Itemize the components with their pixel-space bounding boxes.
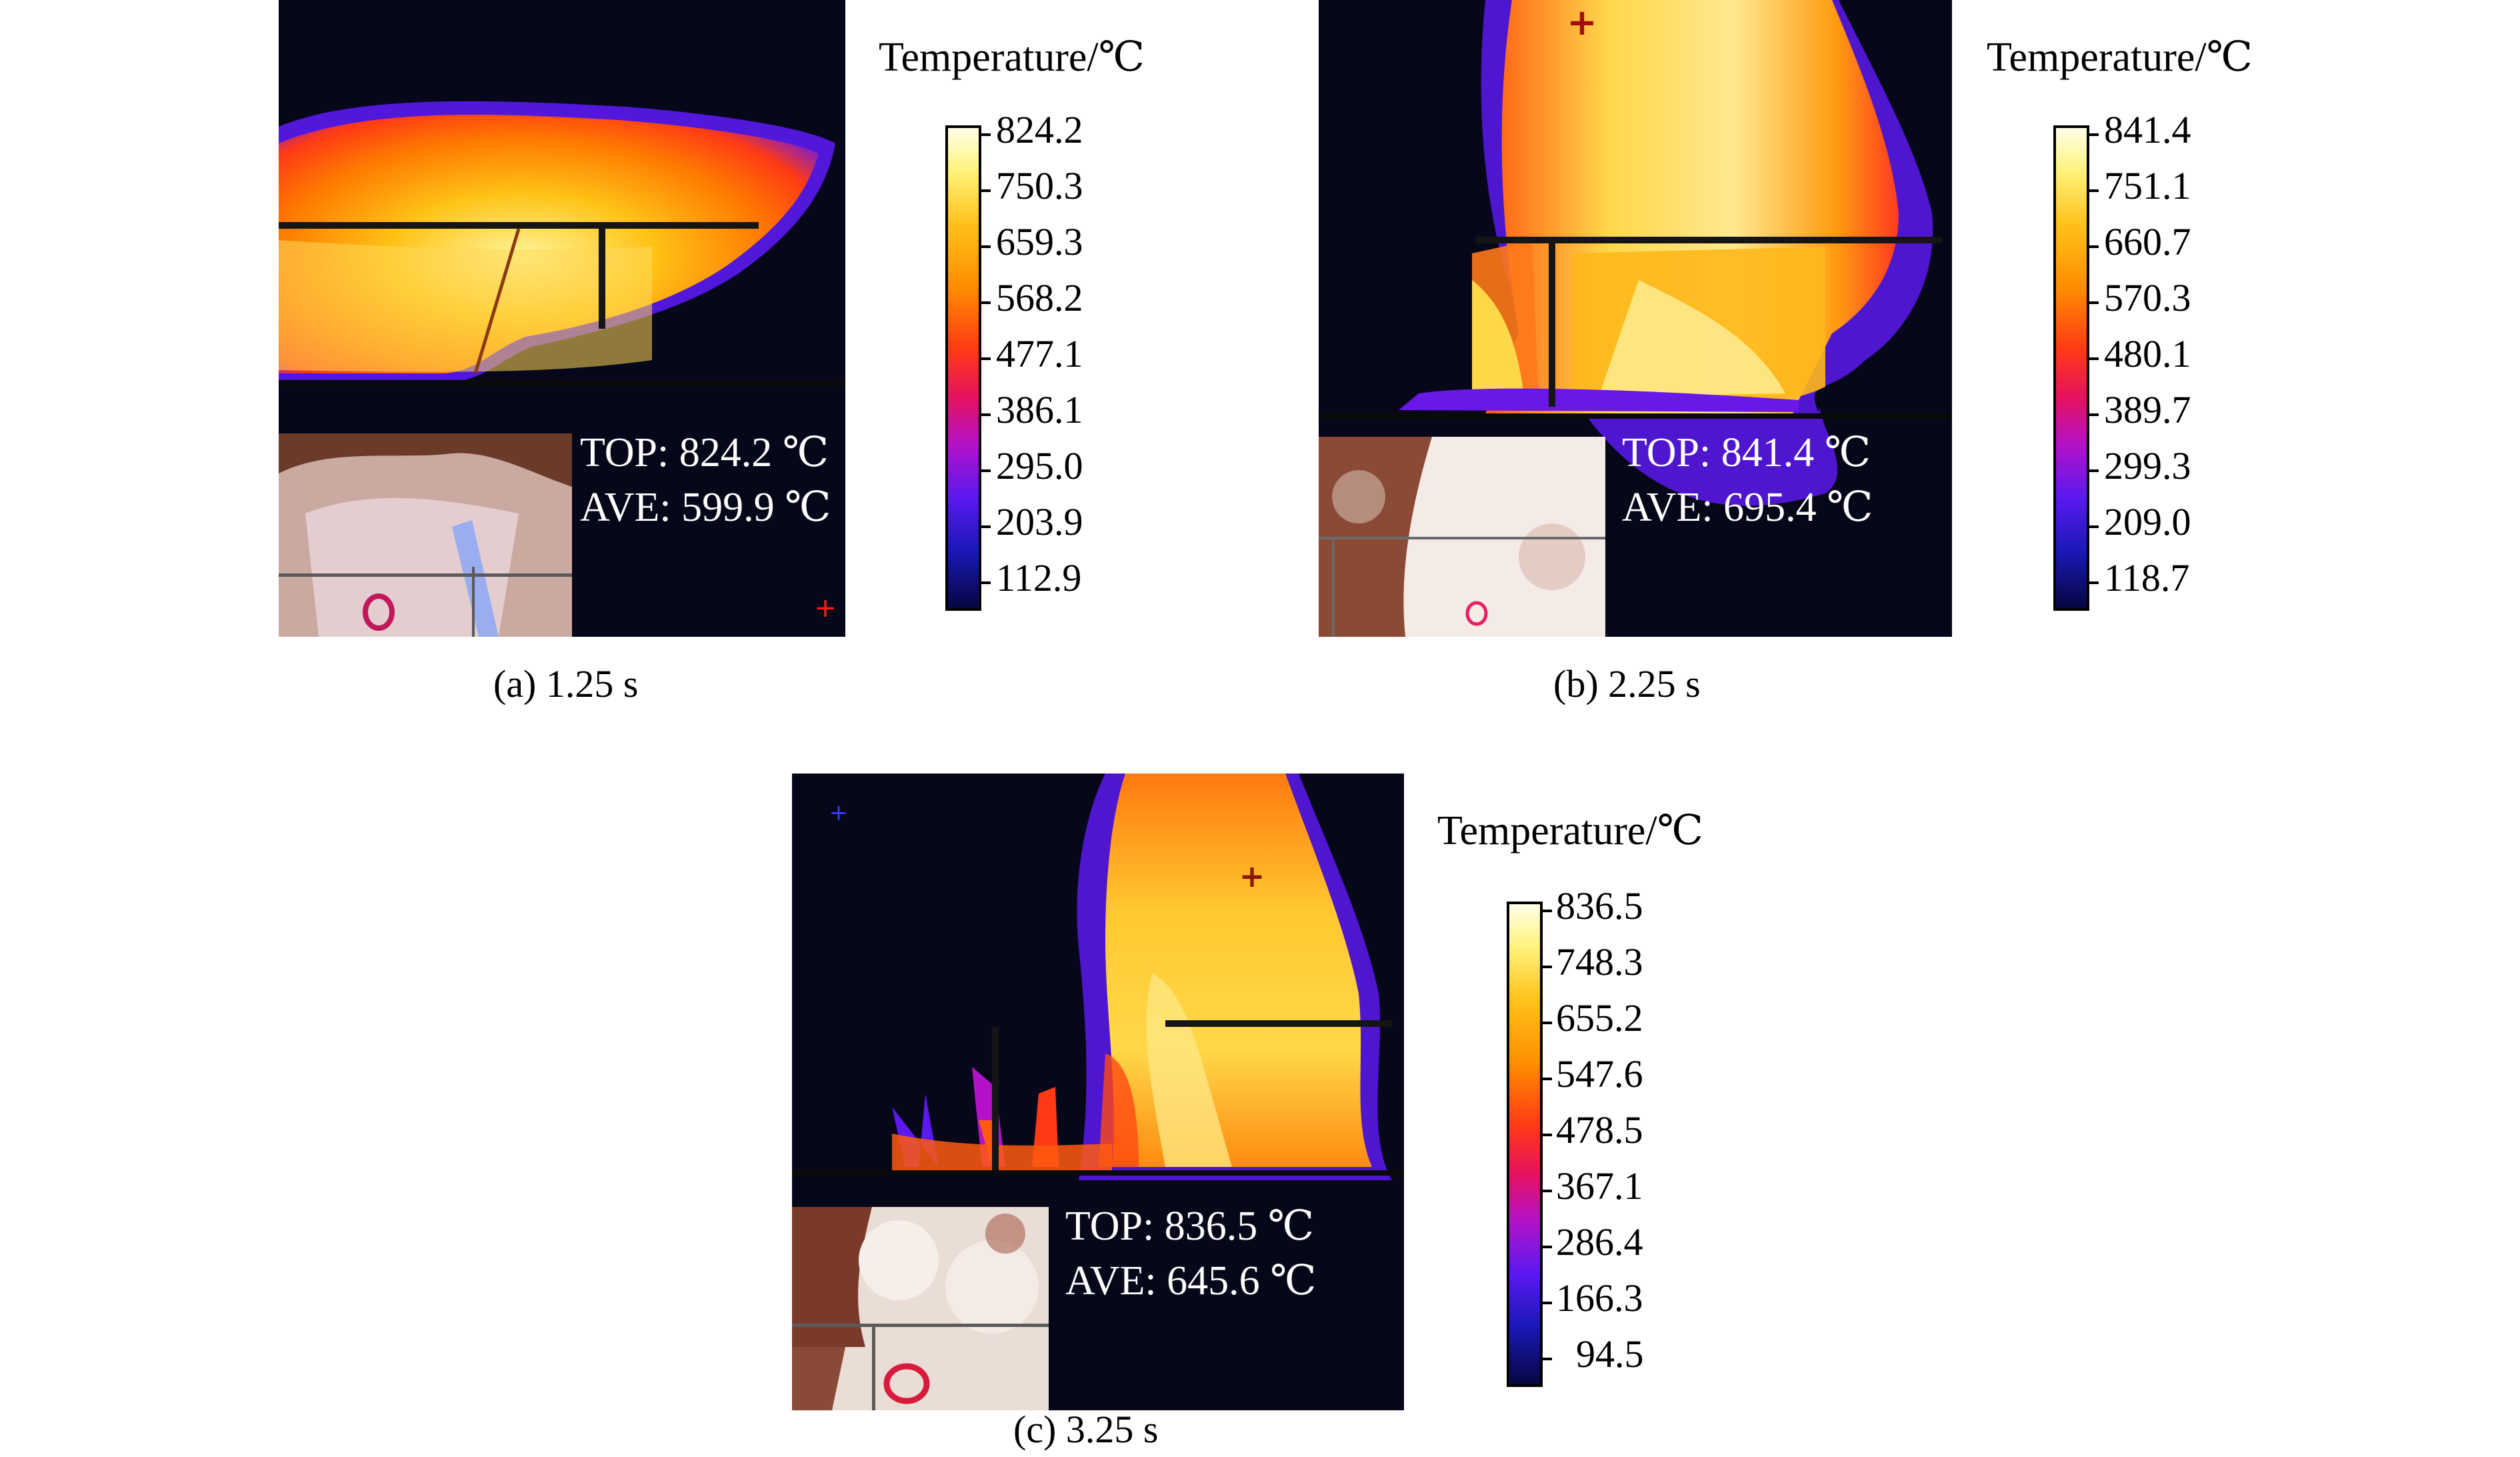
thermal-image-c: + + TOP: 836.5 ℃ AVE: 645.6 ℃ [792,774,1404,1410]
caption-c: (c) 3.25 s [1013,1408,1159,1451]
readout-c: TOP: 836.5 ℃ AVE: 645.6 ℃ [1065,1199,1317,1308]
tick-label: 112.9 [996,556,1082,599]
crosshair-marker-b: + [1567,1,1597,43]
colorbar-c [1507,902,1543,1387]
tick-label: 841.4 [2104,108,2191,151]
colorbar-title-c: Temperature/℃ [1437,808,1703,854]
flame-a-graphic: + [279,101,845,623]
tick-label: 367.1 [1556,1164,1643,1208]
tick-label: 655.2 [1556,996,1643,1040]
thermal-image-a: + TOP: 824.2 ℃ AVE: 599.9 ℃ [279,0,845,637]
tick-label: 209.0 [2104,500,2191,543]
tick-label: 477.1 [996,332,1083,375]
tick-label: 478.5 [1556,1108,1643,1152]
flame-b-graphic: + [1319,0,1952,506]
tick-label: 824.2 [996,108,1083,151]
photo-inset-b-graphic [1319,437,1605,637]
average-temperature-c: AVE: 645.6 ℃ [1065,1258,1317,1304]
thermal-image-b: + TOP: 841.4 ℃ AVE: 695.4 ℃ [1319,0,1952,637]
average-temperature-a: AVE: 599.9 ℃ [580,485,831,530]
colorbar-title-a: Temperature/℃ [879,35,1145,80]
visible-photo-inset-a [279,433,572,637]
caption-b: (b) 2.25 s [1553,662,1701,705]
tick-label: 166.3 [1556,1276,1643,1320]
tick-label: 568.2 [996,276,1083,319]
tick-label: 480.1 [2104,332,2191,375]
caption-a: (a) 1.25 s [493,662,639,705]
tick-label: 750.3 [996,164,1083,207]
tick-label: 295.0 [996,444,1083,487]
tick-label: 389.7 [2104,388,2191,431]
colorbar-title-b: Temperature/℃ [1987,35,2253,80]
tick-label: 748.3 [1556,940,1643,984]
tick-label: 836.5 [1556,884,1643,928]
readout-a: TOP: 824.2 ℃ AVE: 599.9 ℃ [580,425,831,535]
tick-label: 299.3 [2104,444,2191,487]
colorbar-a [945,125,981,611]
tick-label: 751.1 [2104,164,2191,207]
visible-photo-inset-b [1319,437,1605,637]
tick-label: 660.7 [2104,220,2191,263]
readout-b: TOP: 841.4 ℃ AVE: 695.4 ℃ [1622,425,1873,535]
top-temperature-a: TOP: 824.2 ℃ [580,430,829,475]
average-temperature-b: AVE: 695.4 ℃ [1622,485,1873,530]
crosshair-marker-c-blue: + [829,800,849,826]
tick-label: 286.4 [1556,1220,1643,1264]
photo-inset-a-graphic [279,433,572,637]
photo-inset-c-graphic [792,1207,1049,1410]
top-temperature-c: TOP: 836.5 ℃ [1065,1204,1315,1249]
tick-label: 203.9 [996,500,1083,543]
flame-c-graphic: + + [792,774,1404,1180]
tick-label: 118.7 [2104,556,2190,599]
tick-label: 547.6 [1556,1052,1643,1096]
tick-label: 659.3 [996,220,1083,263]
tick-label: 94.5 [1576,1332,1644,1376]
crosshair-marker-a: + [814,593,837,623]
tick-label: 570.3 [2104,276,2191,319]
visible-photo-inset-c [792,1207,1049,1410]
tick-label: 386.1 [996,388,1083,431]
colorbar-b [2053,125,2089,611]
crosshair-marker-c: + [1239,858,1265,894]
top-temperature-b: TOP: 841.4 ℃ [1622,430,1871,475]
